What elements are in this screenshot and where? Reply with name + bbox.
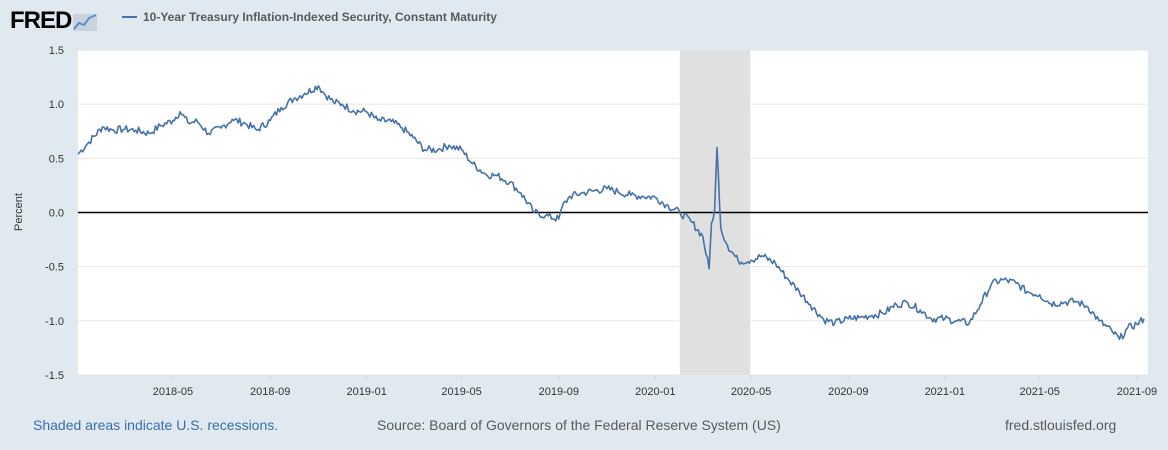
y-tick-label: 1.0 — [49, 99, 64, 111]
recession-note-link[interactable]: Shaded areas indicate U.S. recessions. — [33, 417, 279, 433]
x-tick-label: 2019-09 — [539, 386, 579, 398]
x-tick-label: 2021-01 — [925, 386, 965, 398]
y-tick-label: 0.0 — [49, 208, 64, 220]
y-tick-label: -1.0 — [45, 316, 64, 328]
site-link[interactable]: fred.stlouisfed.org — [1005, 417, 1117, 433]
legend-label: 10-Year Treasury Inflation-Indexed Secur… — [143, 10, 497, 24]
series-line[interactable] — [77, 85, 1145, 341]
x-tick-label: 2020-01 — [635, 386, 675, 398]
logo-chart-icon — [73, 14, 98, 31]
x-tick-label: 2018-05 — [153, 386, 193, 398]
x-tick-label: 2021-09 — [1117, 386, 1157, 398]
legend: 10-Year Treasury Inflation-Indexed Secur… — [122, 10, 497, 24]
x-tick-label: 2020-05 — [731, 386, 771, 398]
source-text: Source: Board of Governors of the Federa… — [377, 417, 781, 433]
x-tick-label: 2018-09 — [250, 386, 290, 398]
x-tick-label: 2020-09 — [828, 386, 868, 398]
y-tick-label: 1.5 — [49, 45, 64, 57]
fred-logo[interactable]: FRED — [10, 6, 98, 36]
y-tick-label: 0.5 — [49, 153, 64, 165]
legend-swatch — [122, 16, 137, 18]
y-axis-label: Percent — [13, 193, 25, 231]
x-tick-label: 2019-05 — [441, 386, 481, 398]
y-tick-label: -0.5 — [45, 262, 64, 274]
x-tick-label: 2019-01 — [346, 386, 386, 398]
logo-text: FRED — [10, 7, 72, 34]
x-tick-label: 2021-05 — [1019, 386, 1059, 398]
y-tick-label: -1.5 — [45, 370, 64, 382]
